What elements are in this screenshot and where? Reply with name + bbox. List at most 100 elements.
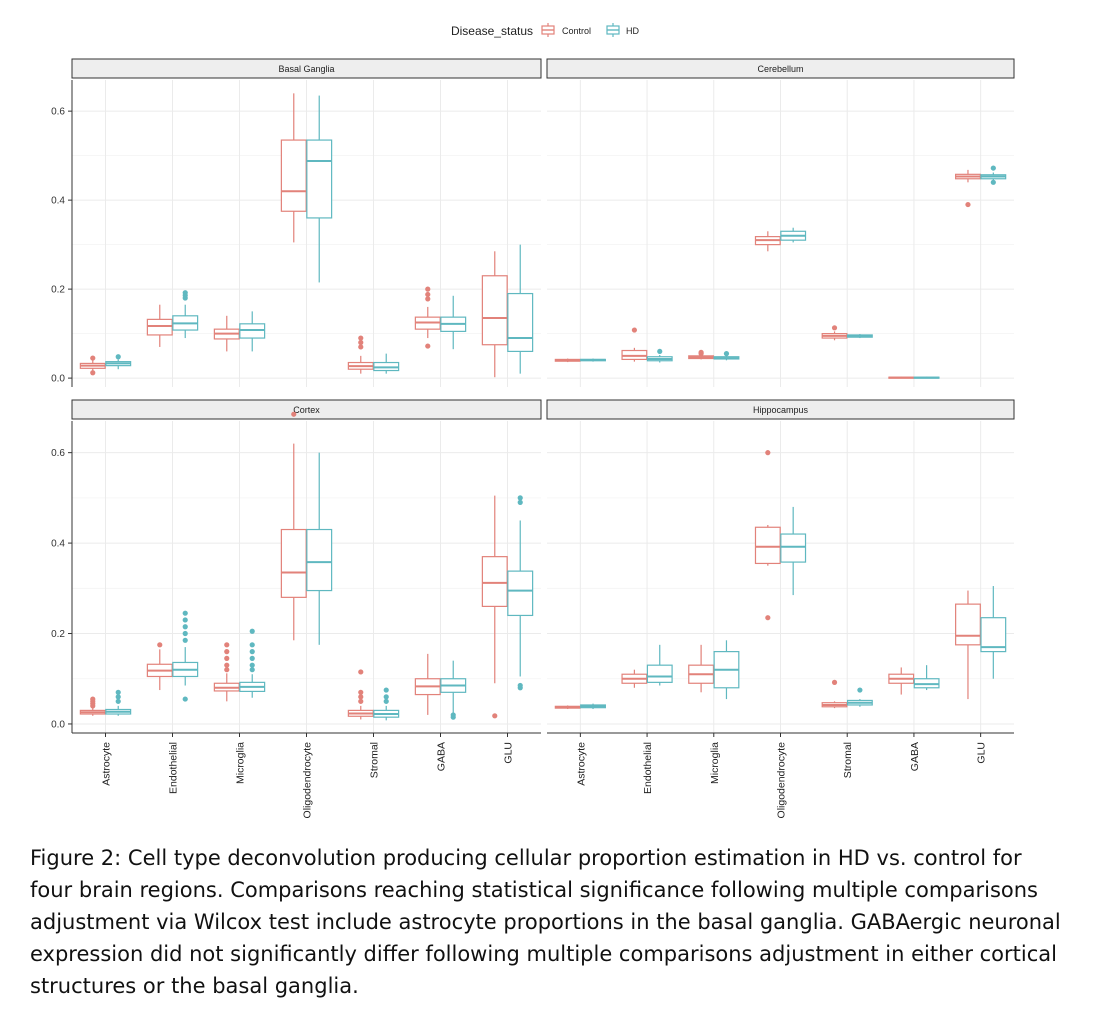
box-iqr — [780, 533, 807, 563]
outlier-point — [291, 411, 297, 417]
box-control-microglia — [688, 349, 715, 360]
box-hd-oligodendrocyte — [780, 227, 807, 243]
outlier-point — [249, 667, 255, 673]
outlier-point — [358, 344, 364, 350]
x-tick-label: GABA — [909, 742, 921, 771]
outlier-point — [723, 351, 730, 357]
outlier-point — [358, 335, 364, 341]
outlier-point — [115, 354, 121, 360]
box-hd-astrocyte — [580, 703, 606, 710]
box-iqr — [280, 139, 307, 212]
box-iqr — [280, 528, 307, 598]
box-control-oligodendrocyte — [280, 411, 307, 641]
outlier-point — [857, 687, 863, 693]
panel-strip — [546, 58, 1015, 79]
outlier-point — [182, 290, 188, 296]
legend-label-control: Control — [562, 26, 591, 36]
box-hd-stromal — [373, 353, 400, 374]
panel-basal-ganglia: Basal Ganglia 0.0 0.2 0.4 0.6 — [51, 58, 542, 387]
x-tick-label: Microglia — [235, 742, 247, 784]
box-control-stromal — [821, 325, 848, 341]
x-tick-label: Endothelial — [168, 742, 180, 794]
panel-strip — [71, 58, 542, 79]
y-tick-label: 0.4 — [51, 539, 65, 550]
x-tick-label: Endothelial — [642, 742, 654, 794]
box-control-microglia — [688, 644, 715, 693]
outlier-point — [249, 662, 255, 668]
panel-cortex: Cortex 0.0 0.2 0.4 0.6 Astrocyte Endothelial Mi… — [51, 399, 542, 819]
y-tick-label: 0.2 — [51, 629, 65, 640]
x-tick-label: Microglia — [709, 742, 721, 784]
outlier-point — [383, 698, 389, 704]
box-hd-glu — [507, 495, 534, 691]
box-hd-glu — [980, 586, 1007, 679]
outlier-point — [425, 343, 431, 349]
box-control-glu — [955, 590, 981, 700]
x-tick-label: Stromal — [842, 742, 854, 778]
box-hd-microglia — [239, 311, 266, 352]
outlier-point — [425, 296, 431, 302]
box-control-stromal — [821, 679, 848, 709]
box-hd-stromal — [373, 687, 400, 721]
outlier-point — [831, 325, 838, 331]
outlier-point — [517, 499, 523, 505]
panel-title: Cortex — [293, 405, 320, 415]
box-control-gaba — [888, 376, 915, 379]
outlier-point — [450, 712, 456, 718]
outlier-point — [492, 713, 498, 719]
panel-cerebellum: Cerebellum — [546, 58, 1015, 387]
outlier-point — [358, 669, 364, 675]
x-tick-label: Oligodendrocyte — [302, 742, 314, 819]
box-iqr — [980, 617, 1007, 653]
outlier-point — [224, 662, 230, 668]
box-control-gaba — [888, 667, 915, 695]
panel-hippocampus: Hippocampus Astrocyte Endothelial Microglia… — [546, 399, 1015, 818]
box-hd-microglia — [713, 351, 740, 361]
outlier-point — [990, 179, 996, 185]
outlier-point — [249, 642, 255, 648]
box-iqr — [146, 318, 173, 336]
panel-strip — [71, 399, 542, 420]
outlier-point — [631, 327, 637, 333]
box-control-oligodendrocyte — [280, 93, 307, 243]
panel-title: Hippocampus — [753, 405, 809, 415]
y-tick-label: 0.4 — [51, 196, 65, 207]
box-hd-stromal — [846, 687, 873, 707]
outlier-point — [182, 617, 188, 623]
outlier-point — [698, 349, 704, 355]
legend: Disease_status Control HD — [451, 23, 639, 38]
legend-label-hd: HD — [626, 26, 639, 36]
box-hd-gaba — [440, 295, 467, 350]
x-tick-label: GABA — [436, 742, 448, 771]
box-control-endothelial — [146, 642, 173, 691]
panel-strip — [546, 399, 1015, 420]
outlier-point — [249, 628, 255, 634]
box-control-gaba — [414, 653, 441, 715]
y-tick-label: 0.6 — [51, 448, 65, 459]
outlier-point — [157, 642, 163, 648]
box-hd-oligodendrocyte — [306, 452, 333, 645]
outlier-point — [182, 696, 188, 702]
outlier-point — [358, 698, 364, 704]
box-hd-stromal — [846, 334, 873, 339]
panel-title: Basal Ganglia — [278, 64, 334, 74]
box-control-astrocyte — [79, 696, 106, 716]
outlier-point — [90, 355, 96, 361]
outlier-point — [224, 642, 230, 648]
outlier-point — [990, 165, 996, 171]
legend-title: Disease_status — [451, 24, 533, 38]
outlier-point — [249, 649, 255, 655]
outlier-point — [115, 694, 121, 700]
box-control-glu — [955, 169, 981, 208]
x-tick-label: GLU — [976, 742, 988, 764]
outlier-point — [383, 687, 389, 693]
outlier-point — [224, 655, 230, 661]
box-hd-glu — [507, 244, 534, 374]
box-hd-astrocyte — [580, 358, 606, 362]
legend-key-hd — [606, 23, 620, 37]
outlier-point — [224, 667, 230, 673]
box-hd-astrocyte — [105, 689, 132, 716]
box-control-astrocyte — [554, 705, 581, 710]
outlier-point — [517, 495, 523, 501]
outlier-point — [249, 655, 255, 661]
